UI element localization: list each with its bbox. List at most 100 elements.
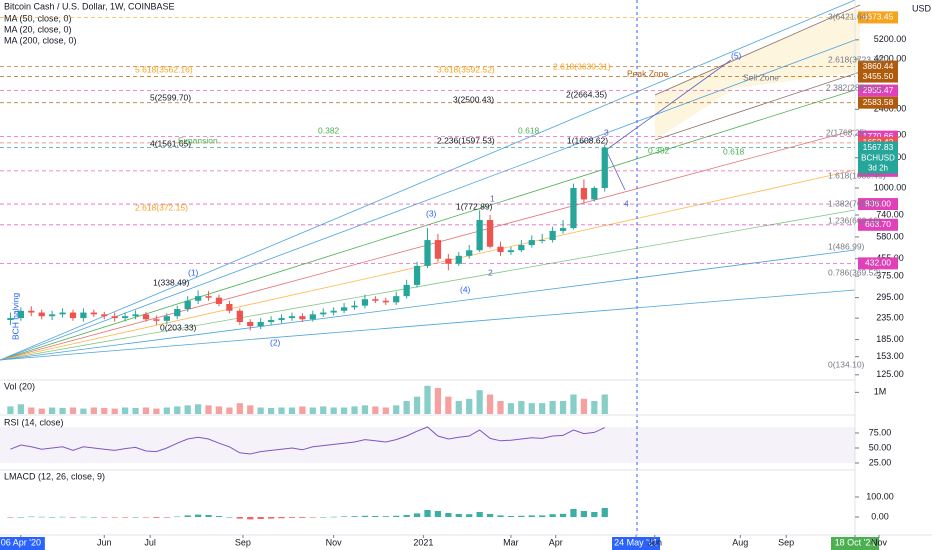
candle-body: [382, 300, 389, 303]
volume-bar: [288, 407, 296, 414]
candle-body: [132, 314, 139, 317]
volume-bar: [267, 407, 275, 414]
macd-bar: [90, 517, 97, 518]
candle-body: [580, 187, 588, 200]
price-badge: [858, 218, 898, 231]
macd-bar: [153, 517, 160, 518]
candle-body: [111, 316, 118, 319]
macd-bar: [497, 515, 504, 517]
candle-body: [121, 316, 129, 319]
annotation: 0(134.10): [828, 359, 865, 369]
volume-bar: [445, 396, 452, 414]
candle-body: [17, 310, 24, 319]
x-tick-label: Nov: [326, 537, 343, 547]
candle-body: [591, 187, 598, 200]
macd-bar: [413, 513, 421, 517]
price-badge-label: 663.70: [865, 219, 891, 229]
candle-body: [215, 297, 223, 304]
macd-bar: [288, 517, 296, 518]
annotation: 5.618(3562.16): [135, 64, 193, 74]
annotation: 1.236(663.19): [828, 215, 881, 225]
price-badge: [858, 141, 898, 154]
candle-body: [38, 312, 45, 317]
annotation: 0(203.33): [160, 322, 197, 332]
volume-bar: [580, 398, 588, 414]
candle-body: [205, 296, 212, 298]
volume-bar: [121, 407, 129, 414]
volume-bar: [309, 407, 316, 414]
candle-body: [486, 220, 494, 247]
volume-bar: [351, 406, 358, 414]
volume-bar: [601, 394, 608, 414]
candle-body: [434, 240, 442, 259]
annotation: 2.618(3723.70): [828, 54, 886, 64]
candle-body: [403, 284, 410, 297]
symbol-label: BCHUSD: [861, 154, 895, 163]
volume-bar: [549, 401, 556, 414]
candle-body: [59, 312, 66, 315]
macd-bar: [403, 515, 410, 517]
candle-body: [90, 312, 97, 315]
annotation: 2(1768.25): [826, 127, 867, 137]
volume-bar: [215, 406, 223, 414]
macd-bar: [372, 516, 379, 517]
volume-bar: [247, 405, 254, 414]
volume-bar: [528, 403, 535, 414]
y-tick-label: 1M: [874, 387, 887, 397]
annotation: 3(2500.43): [453, 94, 494, 104]
annotation: 2.618(372.15): [135, 202, 188, 212]
macd-bar: [28, 516, 35, 518]
candle-body: [320, 312, 327, 315]
candle-body: [340, 307, 348, 311]
x-tick-label: Sep: [235, 537, 251, 547]
volume-bar: [132, 407, 139, 414]
volume-bar: [570, 394, 577, 414]
macd-bar: [299, 517, 306, 518]
macd-bar: [215, 516, 223, 517]
annotation: 4: [624, 198, 629, 208]
macd-bar: [393, 515, 400, 517]
macd-bar: [559, 513, 567, 517]
y-tick-label: 5200.00: [874, 34, 907, 44]
macd-bar: [174, 516, 181, 518]
annotation: 1: [490, 193, 495, 203]
y-tick-label: 295.00: [876, 292, 904, 302]
macd-bar: [476, 512, 483, 517]
candle-body: [372, 299, 379, 301]
macd-bar: [591, 512, 598, 517]
macd-bar: [7, 517, 14, 518]
macd-bar: [184, 515, 191, 517]
volume-bar: [591, 401, 598, 414]
macd-bar: [101, 517, 108, 518]
volume-bar: [80, 408, 87, 414]
annotation: Expansion: [178, 135, 218, 145]
macd-bar: [38, 516, 45, 518]
candle-body: [257, 322, 264, 327]
annotation: 1(772.89): [456, 201, 493, 211]
y-tick-label: 100.00: [866, 491, 894, 501]
candle-body: [518, 245, 525, 251]
candle-body: [309, 314, 316, 320]
volume-bar: [142, 407, 150, 414]
volume-bar: [101, 407, 108, 414]
x-tick-label: Jul: [144, 537, 156, 547]
volume-bar: [226, 407, 233, 414]
annotation: (2): [270, 337, 281, 347]
annotation: BCH halving: [10, 292, 20, 340]
x-tick-label: Mar: [503, 537, 519, 547]
candle-body: [539, 240, 546, 242]
volume-bar: [330, 407, 337, 414]
candle-body: [466, 250, 473, 256]
annotation: 3: [604, 127, 609, 137]
candle-body: [559, 228, 567, 231]
candle-body: [174, 309, 181, 317]
macd-bar: [424, 510, 431, 517]
volume-bar: [17, 404, 24, 414]
symbol-title: Bitcoin Cash / U.S. Dollar, 1W, COINBASE: [4, 1, 175, 11]
y-tick-label: 25.00: [869, 457, 892, 467]
volume-bar: [69, 407, 77, 414]
y-tick-label: 153.00: [876, 351, 904, 361]
y-tick-label: 4200.00: [874, 53, 907, 63]
x-tick-label: Sep: [778, 537, 794, 547]
macd-bar: [49, 517, 56, 518]
